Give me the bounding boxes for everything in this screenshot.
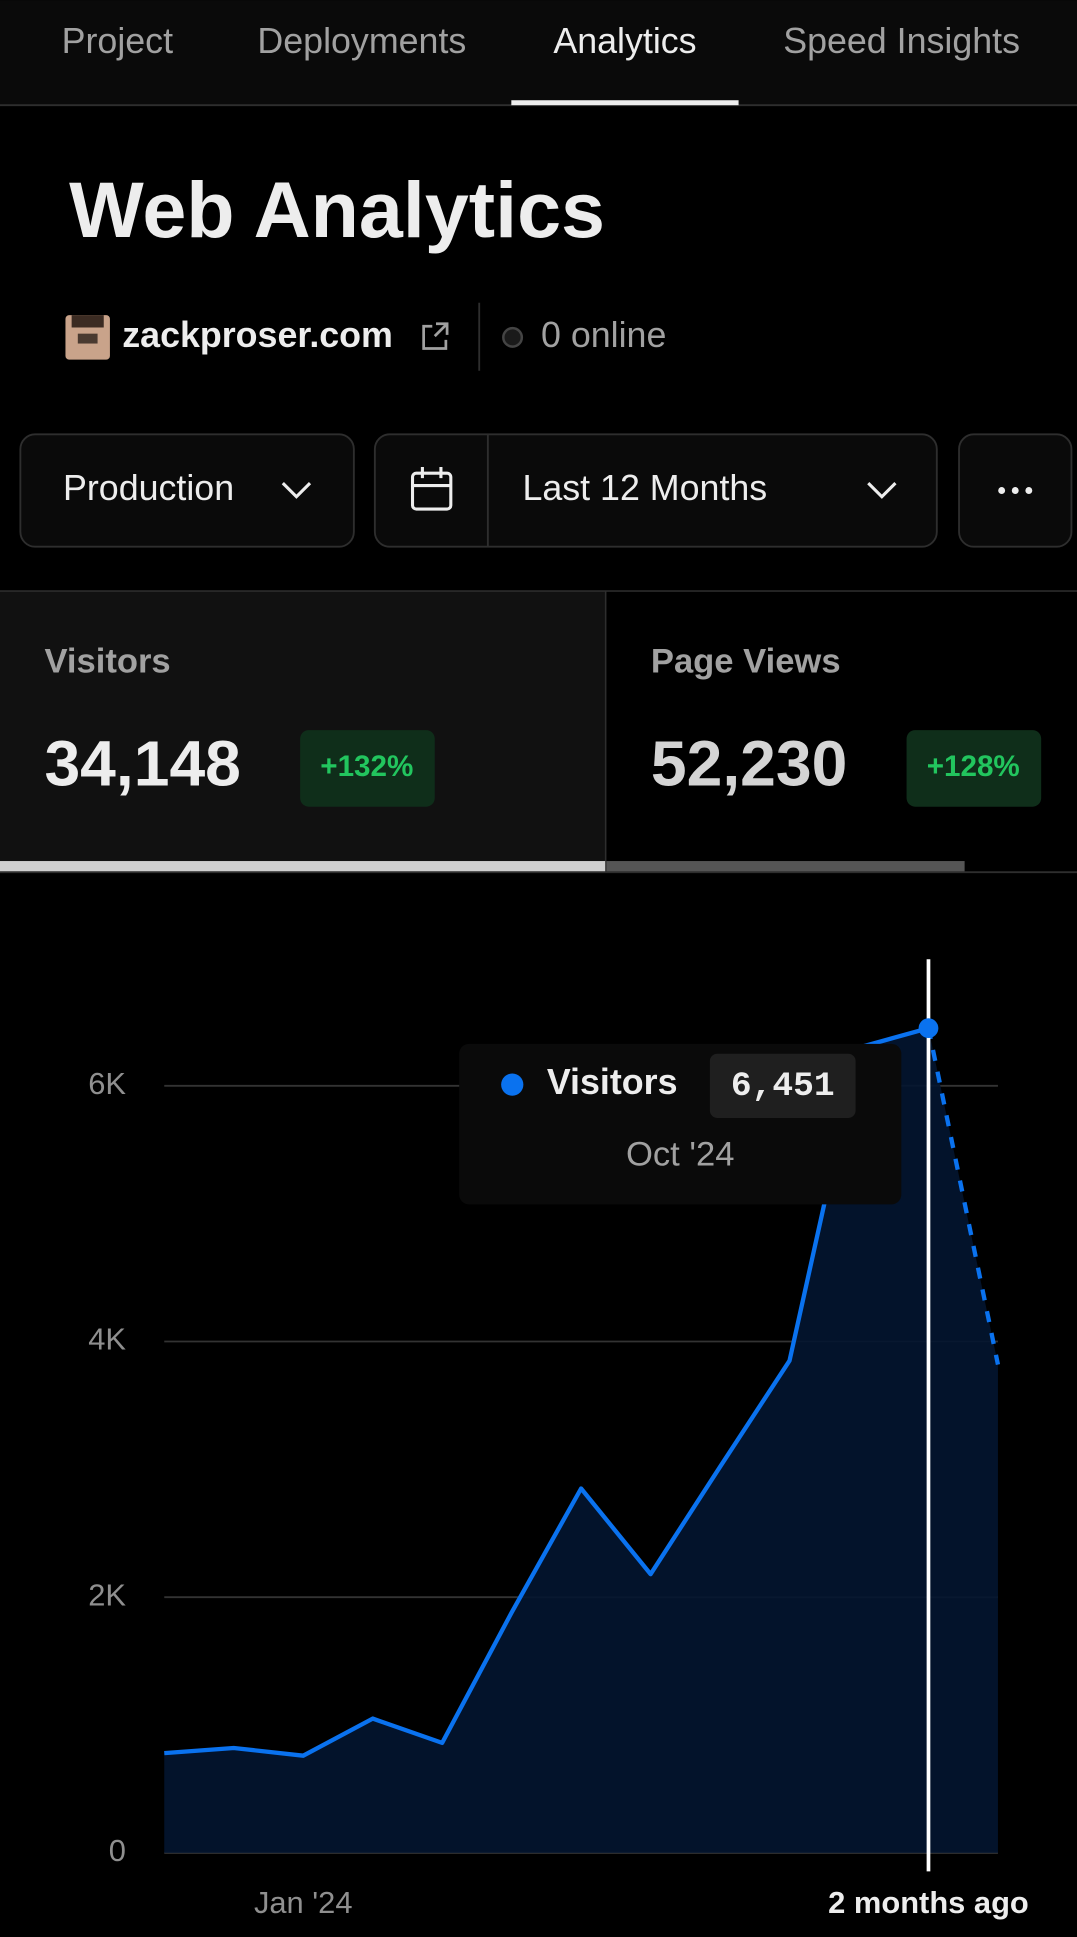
environment-select[interactable] — [19, 433, 355, 548]
y-tick-label: 6K — [88, 1066, 126, 1101]
external-link-icon[interactable] — [422, 322, 449, 350]
tab-bar — [0, 0, 1077, 106]
stat-value: 34,148 — [44, 727, 240, 799]
active-tab-indicator — [511, 100, 739, 106]
stats: Visitors 34,148 +132% Page Views 52,230 +128% — [0, 591, 1077, 873]
tab[interactable]: Deployments — [257, 21, 466, 61]
legend-dot — [501, 1073, 524, 1096]
y-tick-label: 2K — [88, 1577, 126, 1612]
tooltip-series: Visitors — [547, 1062, 678, 1102]
online-count: 0 online — [541, 315, 666, 355]
chevron — [867, 482, 897, 499]
tab[interactable]: Analytics — [553, 21, 696, 61]
x-tick-label: 2 months ago — [828, 1885, 1029, 1920]
stat-label: Visitors — [44, 643, 170, 681]
chevron — [281, 482, 312, 499]
tooltip-value-box — [709, 1053, 856, 1118]
hover-point — [918, 1018, 939, 1039]
site-domain[interactable]: zackproser.com — [122, 315, 393, 355]
tabs: Project Deployments Analytics Speed Insight… — [62, 21, 1020, 106]
stat-progress — [606, 861, 965, 873]
stat-change: +132% — [320, 750, 413, 783]
chart: 0 2K 4K 6K Jan '24 2 months ago Visitors 6,451 O… — [88, 959, 1029, 1920]
area — [164, 1028, 998, 1853]
y-tick-label: 0 — [109, 1833, 126, 1868]
stat-change: +128% — [927, 750, 1020, 783]
stat-progress — [0, 861, 606, 873]
page-title: Web Analytics — [69, 165, 605, 254]
stat-card[interactable] — [0, 591, 606, 873]
range-select[interactable] — [373, 433, 938, 548]
tooltip-value: 6,451 — [731, 1067, 835, 1106]
y-tick-label: 4K — [88, 1322, 126, 1357]
avatar-hair — [71, 315, 104, 328]
tab[interactable]: Speed Insights — [783, 21, 1020, 61]
avatar-face — [77, 333, 98, 344]
tab[interactable]: Project — [62, 21, 173, 61]
x-tick-label: Jan '24 — [254, 1885, 353, 1920]
environment-label: Production — [63, 468, 234, 508]
calendar-icon[interactable] — [410, 467, 453, 511]
tooltip-date: Oct '24 — [626, 1135, 734, 1173]
stat-label: Page Views — [651, 643, 841, 681]
online-dot — [502, 326, 524, 348]
more-icon — [998, 487, 1033, 494]
range-label: Last 12 Months — [522, 468, 767, 508]
change-badge — [906, 730, 1042, 807]
change-badge — [300, 730, 435, 807]
stat-value: 52,230 — [651, 727, 847, 799]
